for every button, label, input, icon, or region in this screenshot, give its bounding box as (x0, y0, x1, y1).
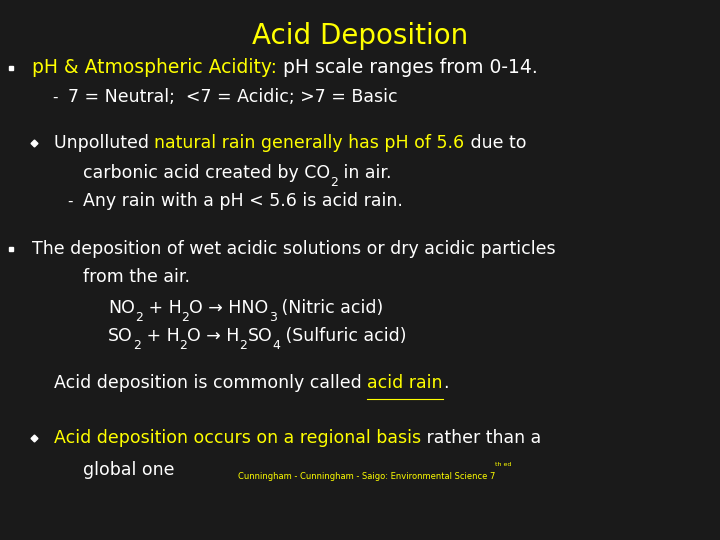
Text: 2: 2 (179, 339, 187, 352)
Text: 3: 3 (269, 311, 276, 324)
Text: 7 = Neutral;  <7 = Acidic; >7 = Basic: 7 = Neutral; <7 = Acidic; >7 = Basic (68, 88, 398, 106)
Text: natural rain generally has pH of 5.6: natural rain generally has pH of 5.6 (155, 134, 464, 152)
Text: -: - (53, 90, 58, 105)
Text: (Sulfuric acid): (Sulfuric acid) (280, 327, 407, 345)
Text: 2: 2 (330, 176, 338, 189)
Text: pH scale ranges from 0-14.: pH scale ranges from 0-14. (277, 58, 538, 77)
Text: SO: SO (248, 327, 272, 345)
Text: SO: SO (108, 327, 132, 345)
Text: 2: 2 (240, 339, 248, 352)
Text: 2: 2 (135, 311, 143, 324)
Text: -: - (67, 193, 73, 208)
Text: + H: + H (143, 299, 181, 317)
Text: O → H: O → H (187, 327, 240, 345)
Text: 4: 4 (272, 339, 280, 352)
Text: 2: 2 (132, 339, 140, 352)
Text: 2: 2 (181, 311, 189, 324)
Text: global one: global one (83, 461, 174, 479)
Text: from the air.: from the air. (83, 268, 190, 286)
Text: acid rain: acid rain (367, 374, 443, 393)
Text: due to: due to (464, 134, 526, 152)
Text: th ed: th ed (495, 462, 511, 467)
Text: (Nitric acid): (Nitric acid) (276, 299, 384, 317)
Text: NO: NO (108, 299, 135, 317)
Text: rather than a: rather than a (421, 429, 541, 448)
Text: in air.: in air. (338, 164, 391, 182)
Text: Acid deposition is commonly called: Acid deposition is commonly called (54, 374, 367, 393)
Text: O → HNO: O → HNO (189, 299, 269, 317)
Text: Unpolluted: Unpolluted (54, 134, 155, 152)
Text: Any rain with a pH < 5.6 is acid rain.: Any rain with a pH < 5.6 is acid rain. (83, 192, 402, 210)
Text: carbonic acid created by CO: carbonic acid created by CO (83, 164, 330, 182)
Text: Acid Deposition: Acid Deposition (252, 22, 468, 50)
Text: pH & Atmospheric Acidity:: pH & Atmospheric Acidity: (32, 58, 277, 77)
Text: Cunningham - Cunningham - Saigo: Environmental Science 7: Cunningham - Cunningham - Saigo: Environ… (238, 472, 495, 481)
Text: + H: + H (140, 327, 179, 345)
Text: .: . (443, 374, 449, 393)
Text: Acid deposition occurs on a regional basis: Acid deposition occurs on a regional bas… (54, 429, 421, 448)
Text: The deposition of wet acidic solutions or dry acidic particles: The deposition of wet acidic solutions o… (32, 240, 556, 259)
